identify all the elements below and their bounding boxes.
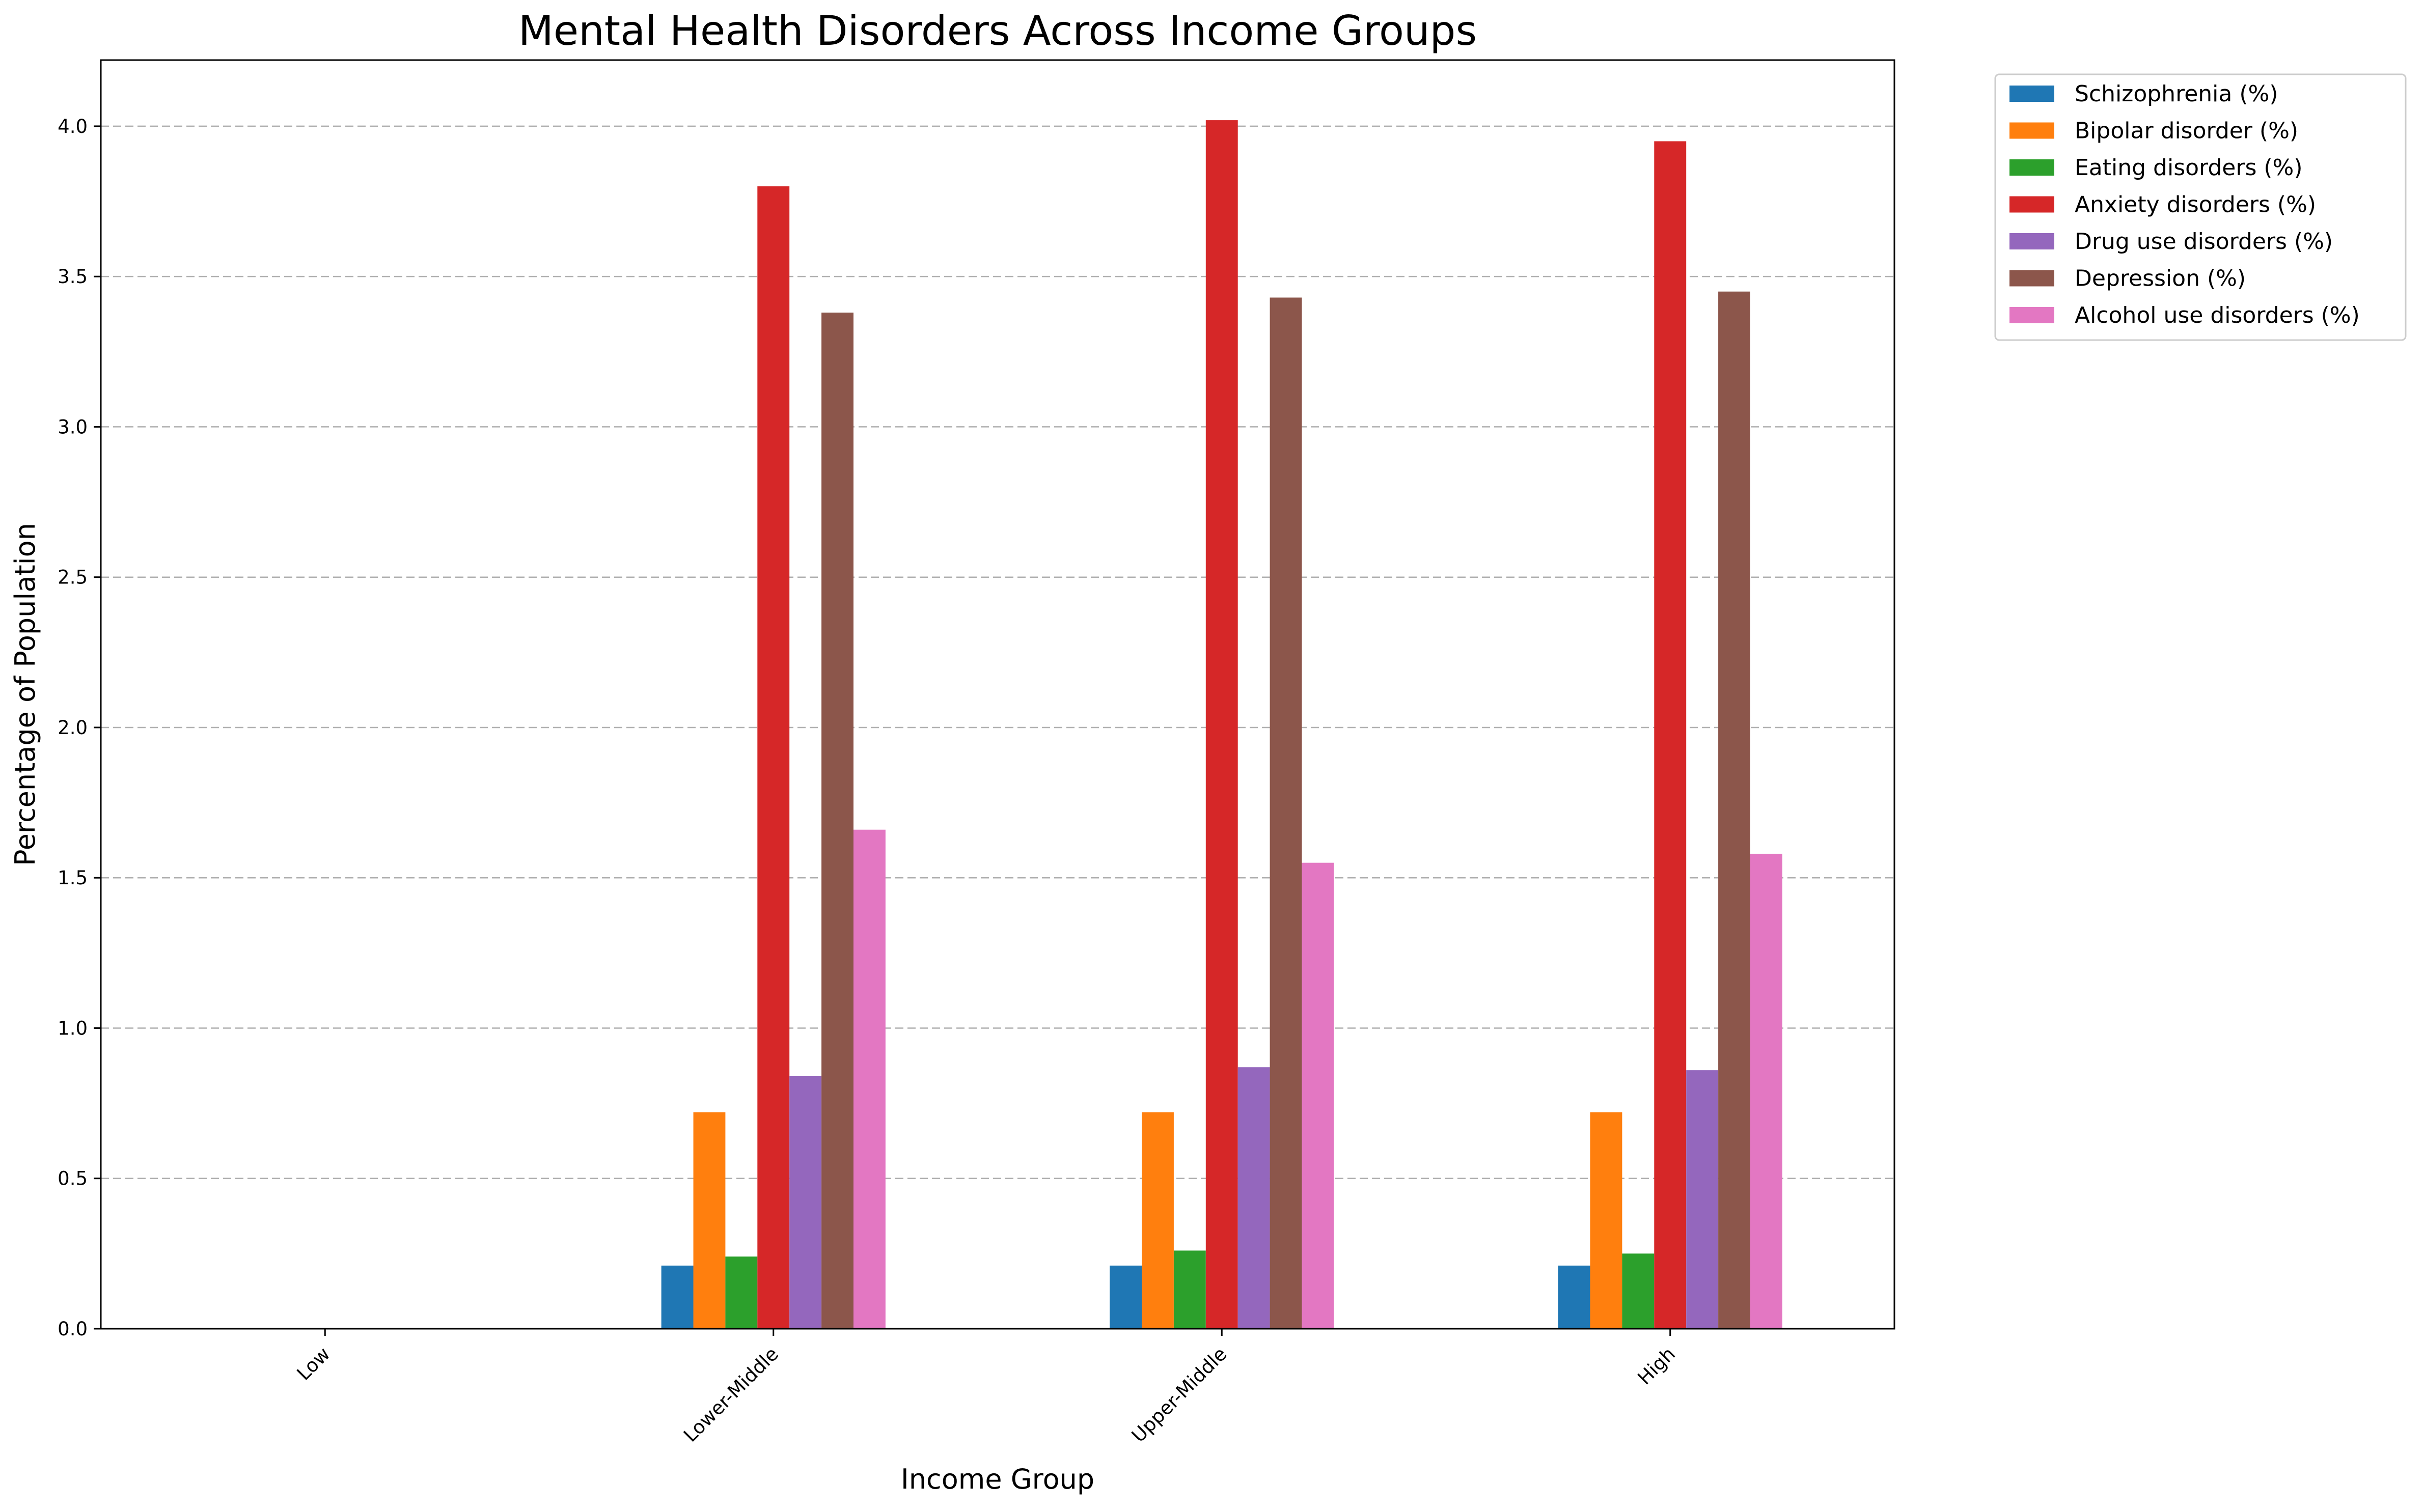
bars [661,120,1782,1329]
plot-frame [100,59,1895,1330]
legend-label: Alcohol use disorders (%) [2075,302,2360,328]
bar-depression-lower-middle [821,313,853,1329]
legend-swatch [2009,159,2054,176]
legend-swatch [2009,86,2054,102]
y-tick-label: 2.5 [58,567,88,589]
legend-frame [1994,73,2407,341]
bar-drug-use-disorders-upper-middle [1237,1067,1270,1329]
bar-schizophrenia-high [1558,1265,1590,1329]
bar-anxiety-disorders-lower-middle [757,186,790,1329]
legend-swatch [2009,307,2054,323]
legend-label: Depression (%) [2075,266,2246,292]
bar-eating-disorders-upper-middle [1173,1250,1206,1329]
bar-schizophrenia-upper-middle [1110,1265,1142,1329]
legend-label: Drug use disorders (%) [2075,229,2333,255]
bar-bipolar-disorder-high [1590,1112,1622,1329]
bar-bipolar-disorder-lower-middle [693,1112,726,1329]
legend-label: Schizophrenia (%) [2075,81,2278,107]
y-tick-label: 3.5 [58,266,88,288]
y-tick-label: 4.0 [58,116,88,137]
bar-anxiety-disorders-high [1654,141,1687,1329]
legend-swatch [2009,233,2054,249]
bar-eating-disorders-lower-middle [725,1256,758,1329]
bar-alcohol-use-disorders-upper-middle [1302,862,1334,1329]
legend-swatch [2009,196,2054,213]
bar-bipolar-disorder-upper-middle [1142,1112,1174,1329]
legend-label: Bipolar disorder (%) [2075,118,2298,144]
bar-eating-disorders-high [1622,1253,1655,1329]
y-tick-label: 2.0 [58,717,88,739]
y-tick-label: 0.0 [58,1318,88,1340]
chart-title: Mental Health Disorders Across Income Gr… [518,7,1477,54]
legend-label: Eating disorders (%) [2075,155,2303,181]
bar-schizophrenia-lower-middle [661,1265,694,1329]
legend-label: Anxiety disorders (%) [2075,192,2316,218]
y-axis-ticks: 0.0 0.5 1.0 1.5 2.0 2.5 3.0 3.5 4.0 [58,116,101,1340]
bar-drug-use-disorders-high [1686,1070,1719,1329]
bar-drug-use-disorders-lower-middle [789,1076,822,1329]
y-tick-label: 0.5 [58,1168,88,1190]
bar-depression-upper-middle [1270,297,1302,1329]
legend-items: Schizophrenia (%) Bipolar disorder (%) Eat… [2009,81,2360,328]
legend-swatch [2009,122,2054,139]
bar-alcohol-use-disorders-lower-middle [853,829,886,1329]
bar-alcohol-use-disorders-high [1750,853,1782,1329]
legend: Schizophrenia (%) Bipolar disorder (%) Eat… [1994,73,2407,341]
y-tick-label: 1.0 [58,1017,88,1039]
x-axis-title: Income Group [901,1463,1094,1495]
legend-swatch [2009,270,2054,287]
bar-depression-high [1718,291,1750,1329]
bar-anxiety-disorders-upper-middle [1205,120,1238,1329]
y-tick-label: 1.5 [58,867,88,889]
y-axis-title: Percentage of Population [9,523,41,866]
y-tick-label: 3.0 [58,416,88,438]
